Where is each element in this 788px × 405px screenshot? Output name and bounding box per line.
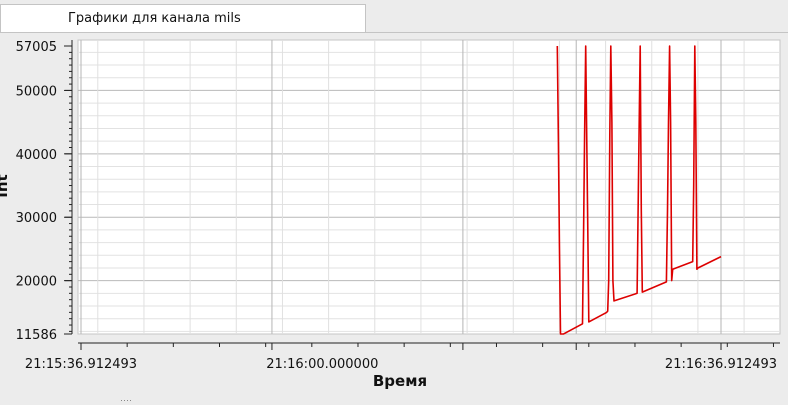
y-ticks: 11586 20000 30000 40000 50000 57005 bbox=[16, 40, 72, 343]
tab-label: Графики для канала mils bbox=[68, 11, 241, 26]
grid bbox=[78, 40, 780, 334]
tab-bar: Графики для канала mils bbox=[0, 0, 788, 34]
series-line bbox=[556, 45, 722, 335]
y-tick-label: 50000 bbox=[16, 84, 57, 99]
y-tick-label: 11586 bbox=[16, 328, 57, 343]
y-axis-title: Int bbox=[0, 174, 11, 197]
axes bbox=[65, 40, 780, 350]
tab-channel-graphs[interactable]: Графики для канала mils bbox=[0, 4, 366, 32]
x-tick-label: 21:15:36.912493 bbox=[25, 357, 137, 372]
y-tick-label: 30000 bbox=[16, 211, 57, 226]
y-tick-label: 20000 bbox=[16, 275, 57, 290]
x-tick-label: 21:16:00.000000 bbox=[266, 357, 378, 372]
resize-grip[interactable] bbox=[120, 399, 132, 403]
y-tick-label: 57005 bbox=[16, 40, 57, 55]
x-ticks: 21:15:36.912493 21:16:00.000000 21:16:36.9… bbox=[25, 357, 777, 372]
x-tick-label: 21:16:36.912493 bbox=[665, 357, 777, 372]
x-axis-title: Время bbox=[373, 372, 427, 390]
plot-area bbox=[77, 39, 781, 335]
y-tick-label: 40000 bbox=[16, 148, 57, 163]
